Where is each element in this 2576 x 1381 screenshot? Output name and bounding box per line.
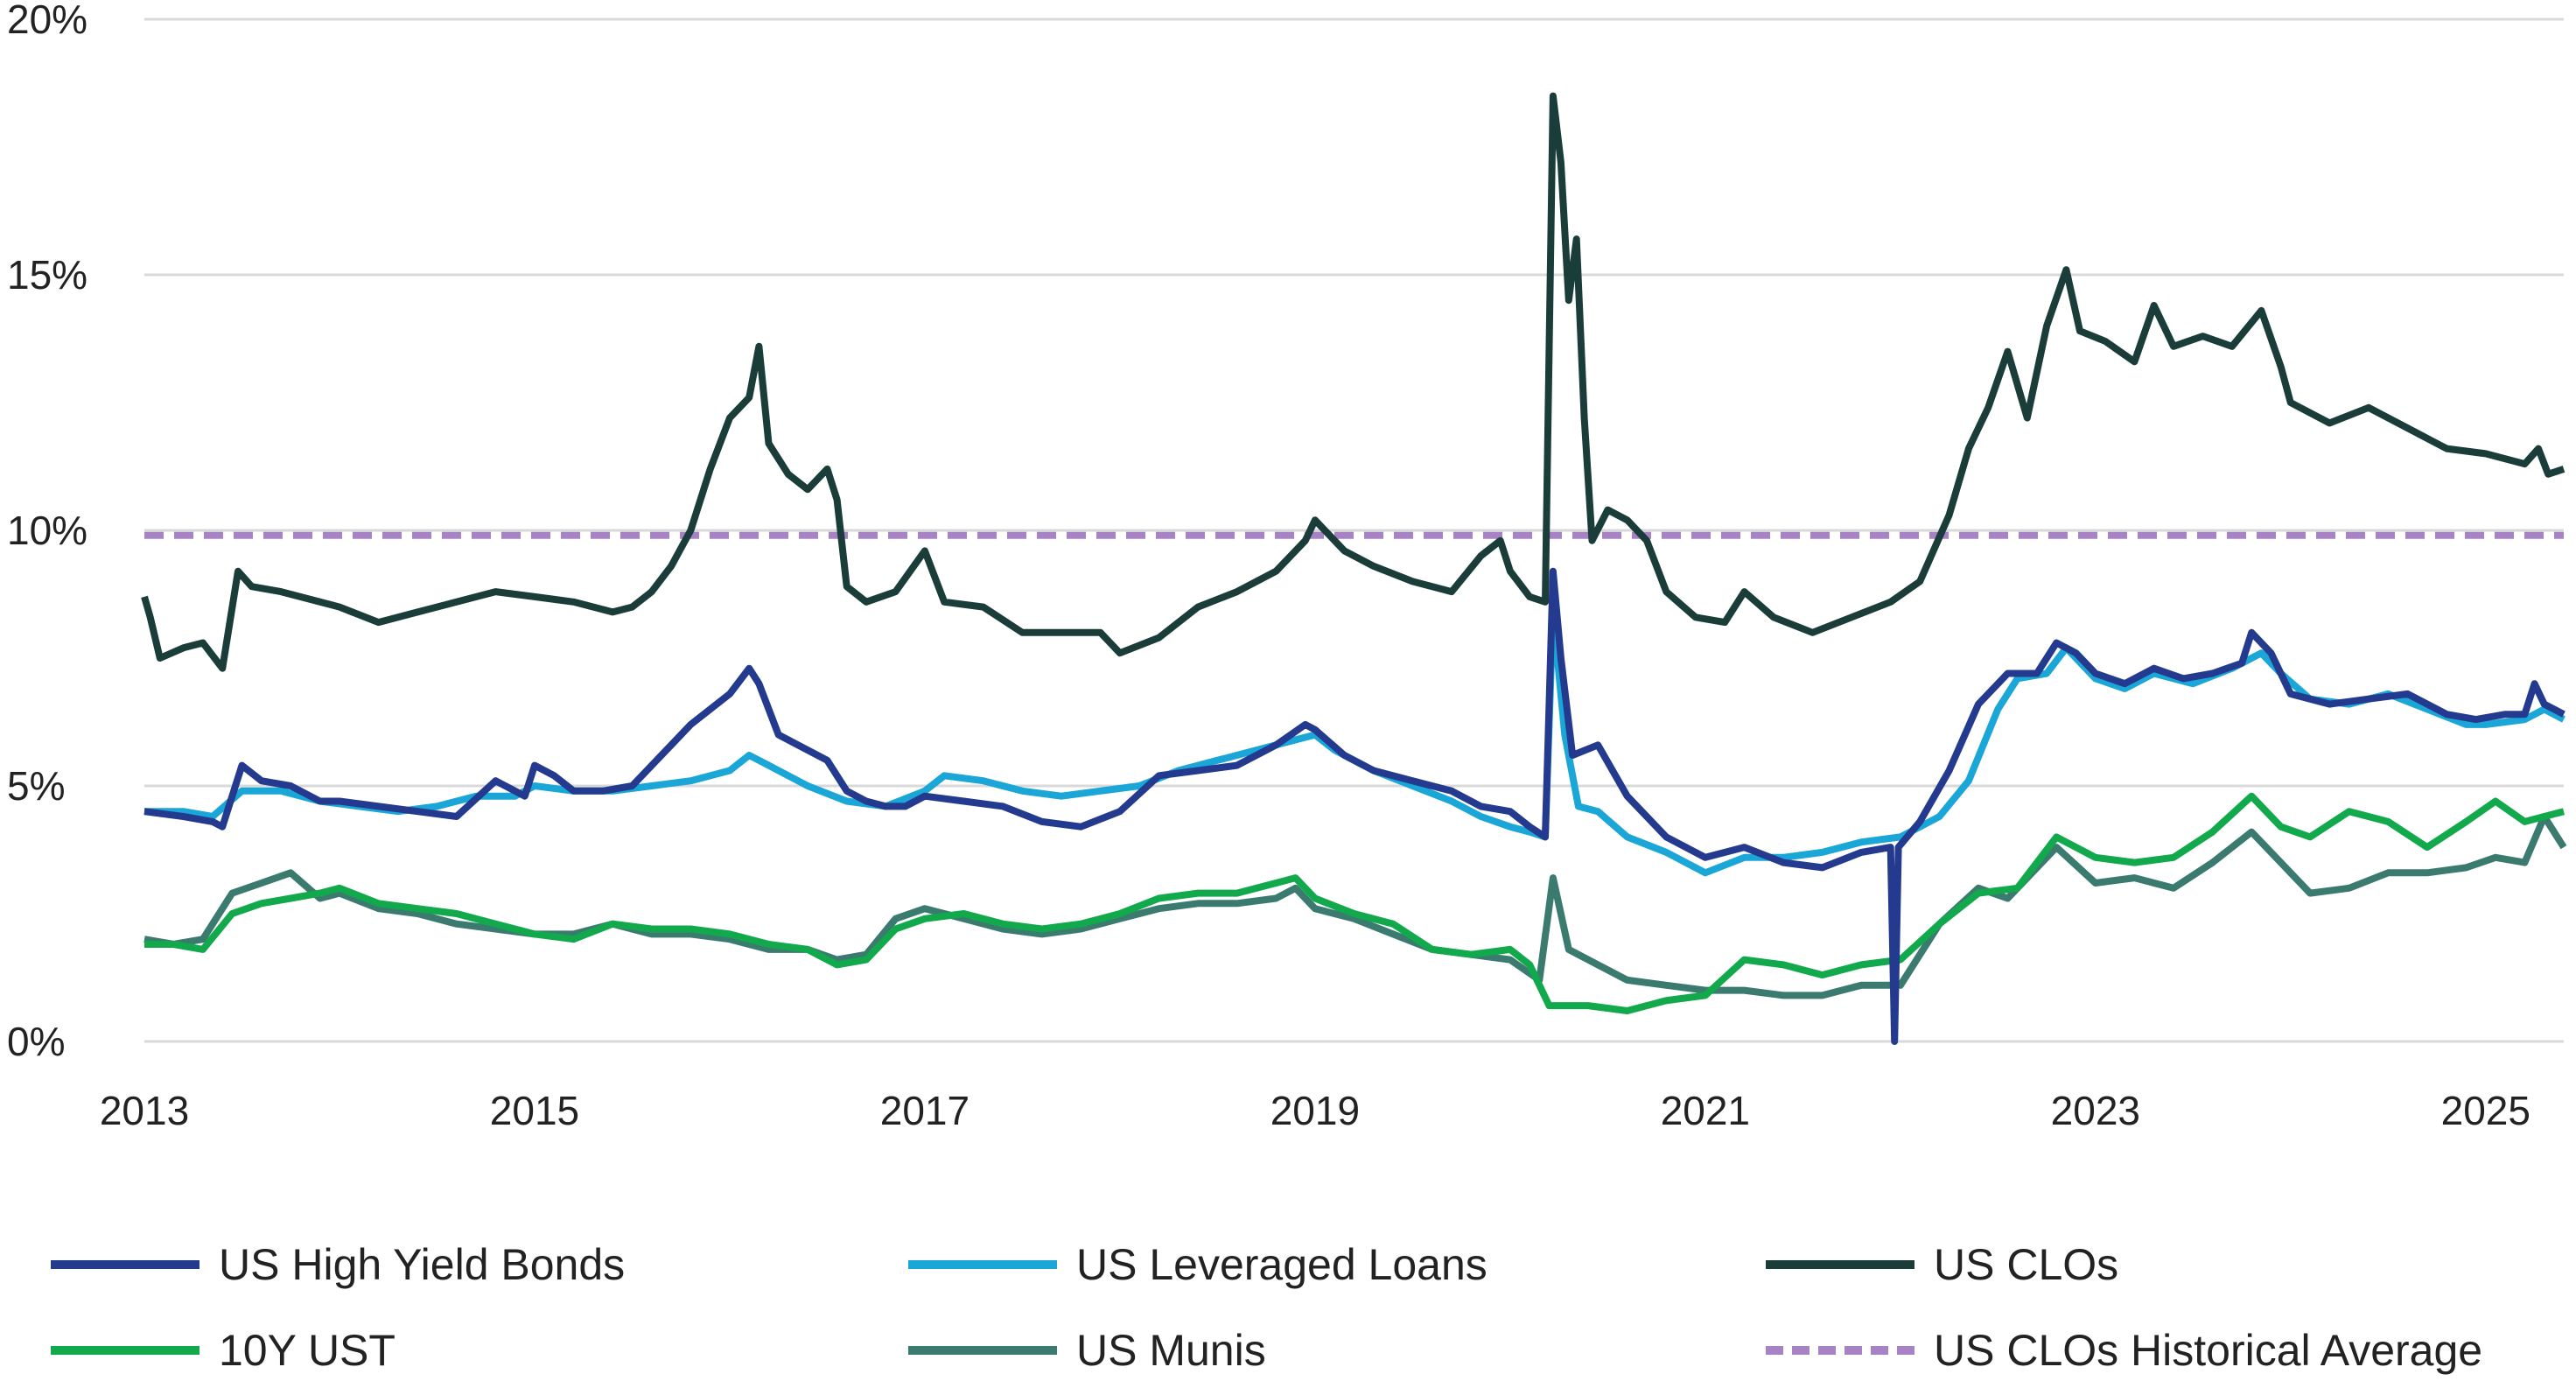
y-axis-tick-labels: 0% 5% 10% 15% 20% [7, 0, 88, 1064]
legend-swatch [51, 1260, 200, 1269]
x-tick-label: 2013 [100, 1088, 189, 1133]
legend-label: US Munis [1076, 1326, 1266, 1375]
x-tick-label: 2017 [880, 1088, 970, 1133]
x-tick-label: 2015 [490, 1088, 579, 1133]
y-tick-label: 10% [7, 508, 88, 553]
legend-item-us-leveraged-loans: US Leveraged Loans [908, 1234, 1488, 1295]
x-tick-label: 2021 [1661, 1088, 1750, 1133]
legend: US High Yield Bonds US Leveraged Loans U… [0, 1216, 2576, 1379]
x-tick-label: 2025 [2441, 1088, 2530, 1133]
series-lines [141, 92, 2567, 1045]
series-line-us-leveraged-loans [144, 608, 2566, 877]
y-tick-label: 20% [7, 0, 88, 42]
legend-item-us-clos: US CLOs [1766, 1234, 2118, 1295]
legend-label: US CLOs [1934, 1240, 2119, 1289]
legend-label: US High Yield Bonds [219, 1240, 626, 1289]
y-tick-label: 15% [7, 252, 88, 298]
legend-item-10y-ust: 10Y UST [51, 1320, 396, 1381]
legend-swatch [908, 1260, 1057, 1269]
y-tick-label: 5% [7, 763, 65, 809]
chart: 0%5%10%15%20% 2013 2015 2017 2019 2021 2023 20… [7, 0, 2567, 1133]
series-line-us-high-yield-bonds [144, 567, 2566, 1045]
legend-label: US CLOs Historical Average [1934, 1326, 2483, 1375]
legend-item-us-munis: US Munis [908, 1320, 1266, 1381]
series-line-us-clos [141, 92, 2566, 672]
series-line-10y-ust [144, 792, 2566, 1014]
legend-swatch [51, 1346, 200, 1355]
x-axis-tick-labels: 2013 2015 2017 2019 2021 2023 2025 [100, 1088, 2530, 1133]
legend-swatch [908, 1346, 1057, 1355]
legend-item-us-clos-historical-average: US CLOs Historical Average [1766, 1320, 2482, 1381]
legend-label: 10Y UST [219, 1326, 396, 1375]
gridlines [144, 18, 2564, 1043]
x-tick-label: 2019 [1270, 1088, 1360, 1133]
legend-label: US Leveraged Loans [1076, 1240, 1488, 1289]
legend-swatch [1766, 1346, 1914, 1355]
legend-swatch [1766, 1260, 1914, 1269]
x-tick-label: 2023 [2051, 1088, 2140, 1133]
legend-item-us-high-yield-bonds: US High Yield Bonds [51, 1234, 625, 1295]
y-tick-label: 0% [7, 1019, 65, 1064]
